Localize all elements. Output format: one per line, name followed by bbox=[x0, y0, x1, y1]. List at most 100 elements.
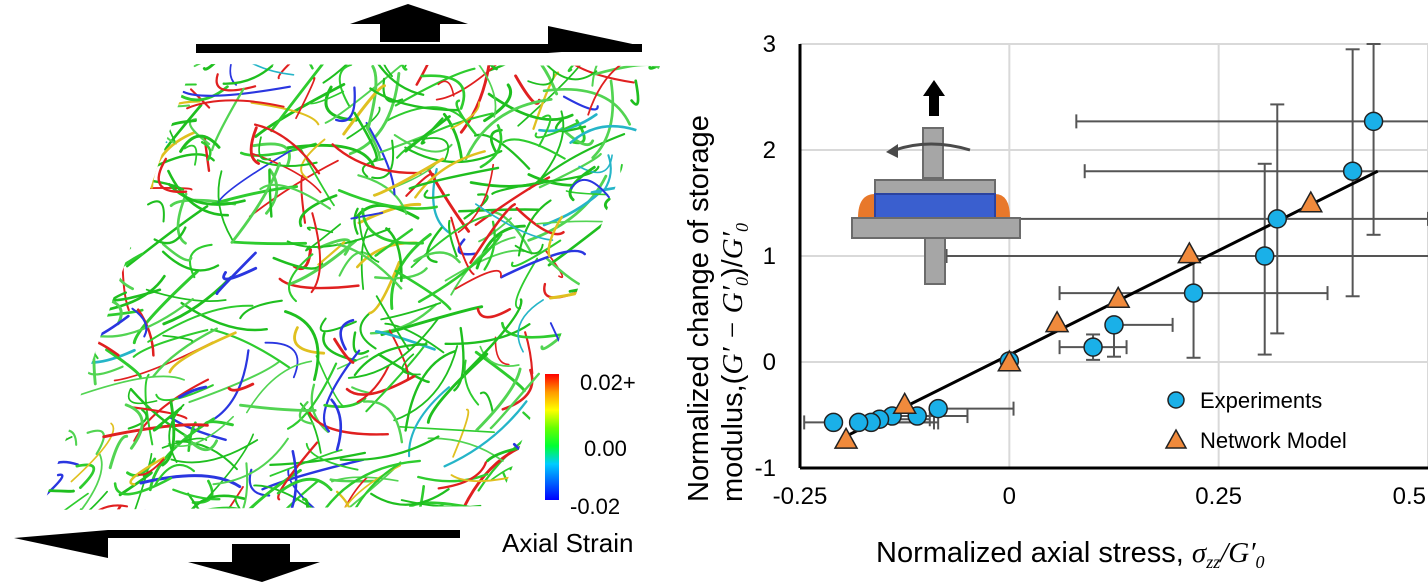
fiber-segment bbox=[319, 317, 357, 333]
fiber-segment bbox=[270, 64, 325, 133]
fiber-segment bbox=[287, 362, 338, 430]
fiber-segment bbox=[42, 435, 63, 457]
fiber-segment bbox=[288, 253, 314, 303]
fiber-segment bbox=[84, 101, 149, 178]
fiber-segment bbox=[444, 323, 531, 345]
fiber-segment bbox=[629, 191, 649, 231]
fiber-segment bbox=[479, 391, 494, 413]
fiber-segment bbox=[479, 124, 503, 169]
fiber-segment bbox=[78, 508, 100, 510]
fiber-segment bbox=[515, 207, 565, 236]
fiber-segment bbox=[94, 219, 132, 250]
fiber-segment bbox=[210, 87, 245, 152]
fiber-segment bbox=[92, 306, 98, 386]
fiber-segment bbox=[640, 111, 660, 131]
fiber-segment bbox=[42, 363, 80, 391]
fiber-segment bbox=[517, 199, 552, 257]
fiber-segment bbox=[463, 359, 480, 406]
fiber-segment bbox=[139, 474, 242, 489]
fiber-segment bbox=[286, 143, 376, 169]
fiber-segment bbox=[570, 178, 610, 199]
fiber-segment bbox=[221, 514, 325, 523]
fiber-segment bbox=[527, 174, 608, 242]
fiber-segment bbox=[404, 115, 451, 153]
experiment-point bbox=[1254, 246, 1275, 266]
fiber-segment bbox=[259, 183, 332, 210]
fiber-segment bbox=[585, 321, 598, 351]
fiber-segment bbox=[414, 150, 486, 199]
fiber-segment bbox=[42, 488, 75, 493]
fiber-segment bbox=[404, 146, 503, 164]
fiber-segment bbox=[153, 463, 195, 487]
fiber-segment bbox=[326, 7, 348, 24]
fiber-segment bbox=[277, 64, 332, 80]
fiber-segment bbox=[216, 64, 295, 76]
fiber-segment bbox=[300, 173, 307, 224]
fiber-segment bbox=[152, 327, 218, 378]
fiber-segment bbox=[334, 86, 356, 123]
fiber-segment bbox=[613, 263, 660, 307]
fiber-segment bbox=[631, 11, 710, 50]
fiber-segment bbox=[253, 484, 332, 510]
fiber-segment bbox=[86, 429, 105, 455]
fiber-segment bbox=[346, 106, 381, 140]
fiber-segment bbox=[515, 477, 528, 503]
fiber-segment bbox=[189, 243, 213, 279]
y-axis-label-line2: modulus,(G′ − G′0)/G′0 bbox=[717, 223, 752, 502]
fiber-segment bbox=[216, 505, 239, 510]
fiber-segment bbox=[560, 64, 635, 84]
fiber-segment bbox=[131, 307, 148, 338]
fiber-segment bbox=[453, 326, 465, 392]
fiber-segment bbox=[164, 103, 203, 151]
fiber-segment bbox=[129, 456, 166, 486]
fiber-segment bbox=[338, 64, 353, 108]
fiber-segment bbox=[127, 408, 148, 430]
fiber-segment bbox=[326, 54, 418, 57]
fiber-segment bbox=[408, 166, 500, 190]
fiber-segment bbox=[42, 408, 54, 439]
fiber-segment bbox=[253, 479, 320, 510]
rotation-arrow-icon bbox=[894, 142, 971, 152]
fiber-segment bbox=[113, 476, 173, 496]
network-model-point bbox=[1044, 310, 1070, 333]
fiber-segment bbox=[393, 345, 459, 422]
fiber-segment bbox=[339, 435, 440, 462]
fiber-segment bbox=[0, 514, 23, 528]
fiber-segment bbox=[19, 485, 38, 507]
fiber-segment bbox=[118, 471, 153, 497]
fiber-segment bbox=[215, 251, 257, 296]
fiber-segment bbox=[286, 227, 391, 249]
fiber-segment bbox=[131, 406, 188, 420]
fiber-segment bbox=[42, 435, 67, 446]
fiber-segment bbox=[206, 506, 254, 510]
fiber-segment bbox=[538, 152, 602, 189]
fiber-segment bbox=[322, 349, 361, 433]
fiber-segment bbox=[397, 485, 425, 510]
fiber-segment bbox=[92, 297, 194, 338]
fiber-segment bbox=[523, 446, 536, 510]
fiber-segment bbox=[220, 518, 275, 531]
legend-network-model-marker bbox=[1164, 428, 1188, 449]
fiber-segment bbox=[356, 365, 390, 403]
fiber-segment bbox=[303, 517, 361, 526]
fiber-segment bbox=[394, 269, 452, 311]
y-tick-label: 2 bbox=[763, 137, 776, 164]
fiber-segment bbox=[426, 352, 489, 424]
fiber-segment bbox=[108, 434, 129, 470]
fiber-segment bbox=[502, 138, 566, 160]
fiber-segment bbox=[450, 216, 475, 276]
fiber-segment bbox=[587, 64, 658, 116]
fiber-segment bbox=[437, 80, 455, 97]
fiber-segment bbox=[323, 397, 367, 408]
fiber-segment bbox=[161, 400, 176, 467]
fiber-segment bbox=[290, 64, 314, 70]
fiber-segment bbox=[187, 21, 216, 45]
fiber-segment bbox=[404, 349, 457, 432]
fiber-segment bbox=[295, 76, 316, 120]
fiber-segment bbox=[53, 334, 99, 360]
fiber-segment bbox=[632, 228, 660, 279]
legend-experiments-marker bbox=[1167, 391, 1185, 409]
fiber-segment bbox=[215, 73, 257, 92]
fiber-segment bbox=[450, 101, 480, 130]
